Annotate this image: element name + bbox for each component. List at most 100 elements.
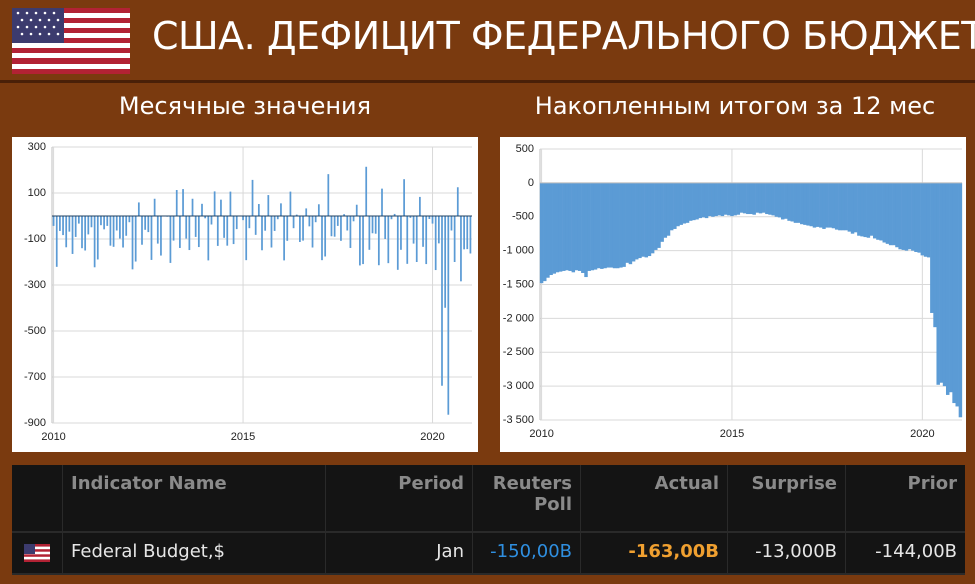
bar xyxy=(248,216,251,229)
bar xyxy=(777,182,782,218)
x-tick-label: 2015 xyxy=(720,428,744,440)
bar xyxy=(396,216,399,270)
bar xyxy=(355,204,358,216)
bar xyxy=(428,216,431,219)
bar xyxy=(565,182,569,271)
bar xyxy=(657,182,661,248)
bar xyxy=(590,182,595,271)
bar xyxy=(156,216,159,244)
bar xyxy=(562,182,566,271)
bar xyxy=(96,216,99,260)
bar xyxy=(701,182,706,218)
bar xyxy=(612,182,617,269)
bar xyxy=(286,216,289,241)
y-tick-label: 300 xyxy=(28,141,46,153)
bar xyxy=(65,216,68,248)
bar xyxy=(723,182,728,215)
bar xyxy=(698,182,702,219)
bar xyxy=(261,216,263,251)
bar xyxy=(343,214,345,216)
bar xyxy=(673,182,677,229)
bar xyxy=(387,216,390,264)
bar xyxy=(223,216,225,238)
us-flag xyxy=(12,8,130,74)
bar xyxy=(365,166,368,216)
bar xyxy=(204,216,207,219)
bar xyxy=(226,216,229,246)
bar xyxy=(327,174,330,216)
y-tick-label: -3 500 xyxy=(503,414,534,426)
bar xyxy=(273,216,276,231)
bar xyxy=(584,182,588,278)
bar xyxy=(371,216,374,234)
bar xyxy=(663,182,668,238)
bar xyxy=(305,208,308,216)
bar xyxy=(267,195,270,216)
bar xyxy=(761,182,766,213)
bar xyxy=(787,182,791,221)
bar xyxy=(647,182,652,257)
bar xyxy=(616,182,620,269)
y-tick-label: -1 500 xyxy=(503,278,534,290)
bar xyxy=(422,216,424,247)
bar xyxy=(425,216,428,265)
bar xyxy=(216,216,219,246)
bar xyxy=(381,188,383,216)
bar xyxy=(933,182,937,328)
y-tick-label: -900 xyxy=(24,417,46,429)
bar xyxy=(635,182,639,260)
bar xyxy=(914,182,918,252)
bar xyxy=(828,182,833,228)
bar xyxy=(619,182,623,268)
bar xyxy=(834,182,839,230)
y-tick-label: -3 000 xyxy=(503,380,534,392)
x-tick-label: 2020 xyxy=(420,431,444,443)
bar xyxy=(695,182,699,220)
y-tick-label: -100 xyxy=(24,233,46,245)
bar xyxy=(109,216,112,246)
bar xyxy=(587,182,591,271)
bar xyxy=(93,216,96,268)
bar xyxy=(437,216,440,244)
indicator-table: Indicator Name Period Reuters Poll Actual Su… xyxy=(12,465,965,575)
bar xyxy=(103,216,105,230)
bar xyxy=(144,216,147,230)
bar xyxy=(406,216,409,264)
bar xyxy=(150,216,153,260)
chart: 300 100 -100 -300 -500 -700 -900 2010 2015 2020 xyxy=(24,141,472,443)
bar xyxy=(324,216,327,257)
y-tick-label: -700 xyxy=(24,371,46,383)
bar xyxy=(90,216,93,228)
bar xyxy=(733,182,737,216)
bar xyxy=(784,182,788,219)
bar xyxy=(898,182,902,250)
y-tick-label: -2 500 xyxy=(503,346,534,358)
bar xyxy=(210,216,213,225)
bar xyxy=(838,182,842,231)
bar xyxy=(317,204,320,216)
bar xyxy=(936,182,940,385)
bar xyxy=(232,216,235,245)
column-header: Surprise xyxy=(728,465,845,531)
bar xyxy=(390,216,393,220)
bar xyxy=(926,182,931,258)
bar xyxy=(676,182,680,227)
bar xyxy=(708,182,712,217)
bar xyxy=(714,182,718,217)
bar xyxy=(644,182,649,258)
bar xyxy=(882,182,886,243)
bar xyxy=(185,216,188,239)
bar xyxy=(245,216,248,261)
bar xyxy=(682,182,687,224)
bar xyxy=(346,216,349,231)
bar xyxy=(336,216,339,226)
bar xyxy=(59,216,61,231)
bar xyxy=(930,182,934,313)
bar xyxy=(539,182,544,284)
bar xyxy=(377,216,380,266)
bar xyxy=(194,216,197,237)
bar xyxy=(106,216,109,226)
chart: 500 0 -500 -1 000 -1 500 -2 000 -2 500 -3 000 -3… xyxy=(503,143,963,440)
page-title: США. ДЕФИЦИТ ФЕДЕРАЛЬНОГО БЮДЖЕТА xyxy=(152,14,975,58)
